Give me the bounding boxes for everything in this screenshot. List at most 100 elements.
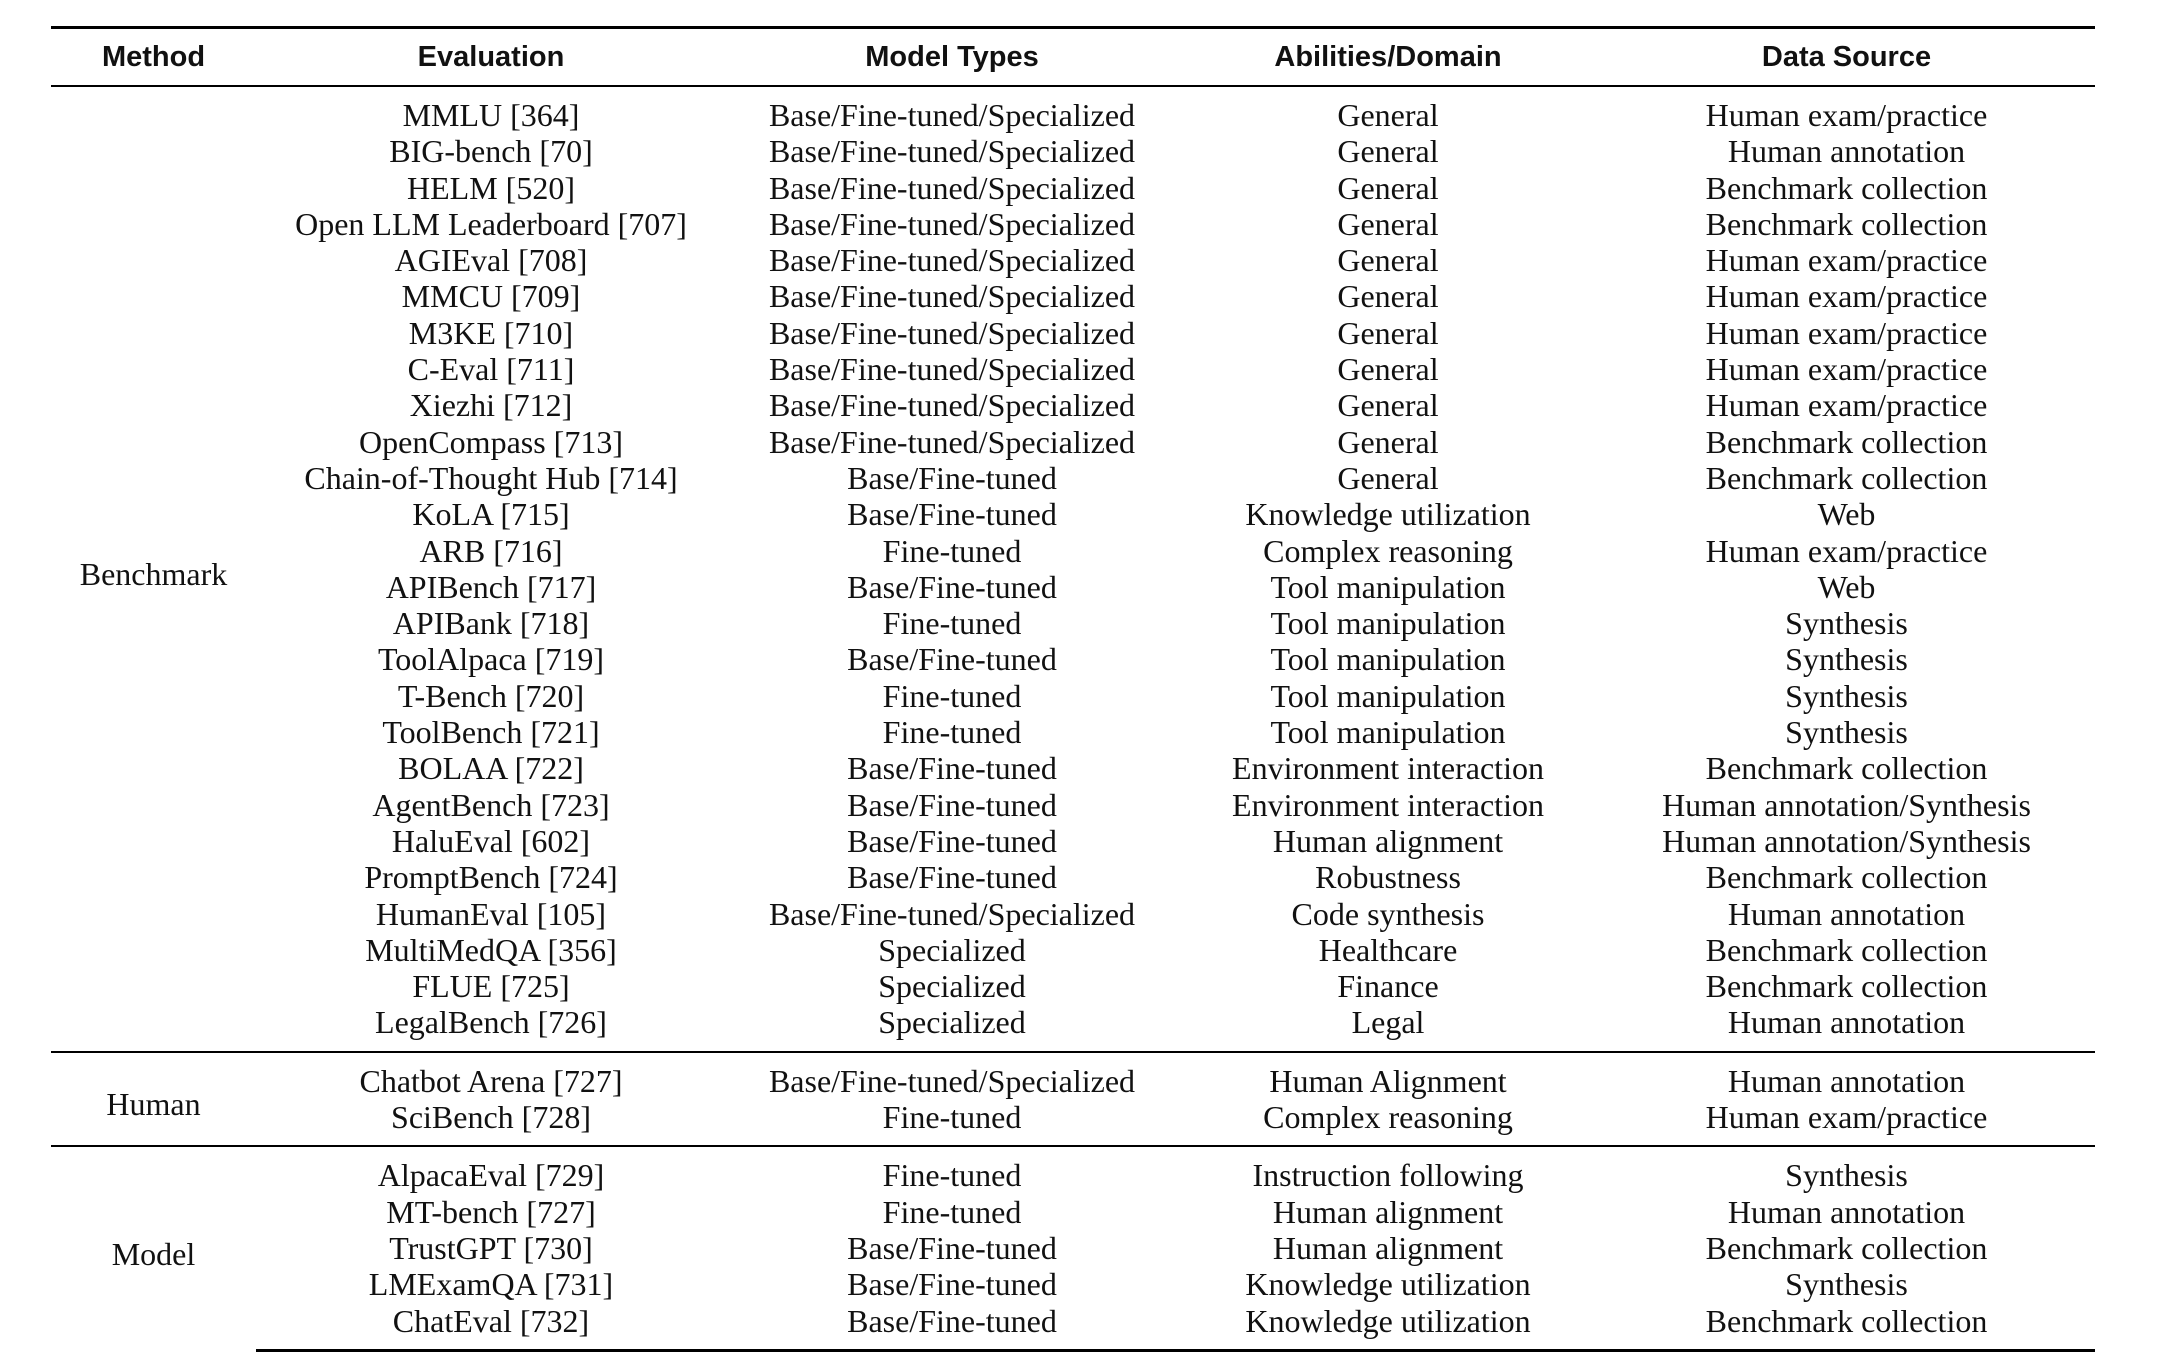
data-source-cell: Human annotation/Synthesis <box>1662 822 2031 859</box>
data-source-cell: Human annotation <box>1598 1050 2095 1100</box>
abilities-cell: General <box>1337 387 1439 424</box>
abilities-cell: General <box>1337 351 1439 388</box>
header-abilities: Abilities/Domain <box>1178 26 1598 87</box>
table-row: M3KE [710] Base/Fine-tuned/Specialized Gen… <box>51 315 2095 351</box>
abilities-cell: Tool manipulation <box>1270 641 1506 678</box>
table-row: ToolBench [721] Fine-tuned Tool manipulati… <box>51 714 2095 750</box>
model-types-cell: Fine-tuned <box>882 1193 1022 1230</box>
evaluation-cell: APIBank [718] <box>392 605 590 642</box>
evaluation-cell: FLUE [725] <box>412 968 570 1005</box>
evaluation-cell: HELM [520] <box>407 169 575 206</box>
data-source-cell: Synthesis <box>1785 1266 1908 1303</box>
table-row: Human Chatbot Arena [727] Base/Fine-tuned/… <box>51 1050 2095 1147</box>
header-row: Method Evaluation Model Types Abilities/… <box>51 26 2095 87</box>
table-row: HaluEval [602] Base/Fine-tuned Human align… <box>51 823 2095 859</box>
table-group-human: Human Chatbot Arena [727] Base/Fine-tuned/… <box>51 1050 2095 1147</box>
abilities-cell: Robustness <box>1315 859 1461 896</box>
data-source-cell: Benchmark collection <box>1705 459 1988 496</box>
table-group-model: Model AlpacaEval [729] Fine-tuned Instructi… <box>51 1145 2095 1352</box>
table-row: APIBank [718] Fine-tuned Tool manipulation… <box>51 605 2095 641</box>
evaluation-cell: SciBench [728] <box>391 1099 591 1136</box>
model-types-cell: Base/Fine-tuned/Specialized <box>768 895 1136 932</box>
evaluation-cell: ToolBench [721] <box>382 714 600 751</box>
table-group-benchmark: Benchmark MMLU [364] Base/Fine-tuned/Speci… <box>51 86 2095 1052</box>
evaluation-cell: MT-bench [727] <box>386 1193 596 1230</box>
data-source-cell: Benchmark collection <box>1705 205 1988 242</box>
evaluation-cell: BOLAA [722] <box>398 750 584 787</box>
table-row: T-Bench [720] Fine-tuned Tool manipulation… <box>51 678 2095 714</box>
evaluation-table-container: Method Evaluation Model Types Abilities/… <box>51 26 2095 1352</box>
data-source-cell: Web <box>1817 496 1876 533</box>
model-types-cell: Base/Fine-tuned <box>726 1302 1178 1352</box>
abilities-cell: Knowledge utilization <box>1245 496 1531 533</box>
abilities-cell: Knowledge utilization <box>1245 1266 1531 1303</box>
data-source-cell: Benchmark collection <box>1705 1229 1988 1266</box>
abilities-cell: Instruction following <box>1178 1145 1598 1194</box>
abilities-cell: General <box>1337 242 1439 279</box>
abilities-cell: Complex reasoning <box>1263 532 1513 569</box>
data-source-cell: Benchmark collection <box>1705 423 1988 460</box>
model-types-cell: Specialized <box>878 931 1026 968</box>
model-types-cell: Base/Fine-tuned <box>847 786 1057 823</box>
table-row: TrustGPT [730] Base/Fine-tuned Human align… <box>51 1230 2095 1266</box>
evaluation-cell: KoLA [715] <box>412 496 570 533</box>
table-row: Model AlpacaEval [729] Fine-tuned Instructi… <box>51 1145 2095 1351</box>
data-source-cell: Human annotation/Synthesis <box>1662 786 2031 823</box>
table-row: HumanEval [105] Base/Fine-tuned/Specializ… <box>51 896 2095 932</box>
evaluation-cell: TrustGPT [730] <box>389 1229 593 1266</box>
data-source-cell: Synthesis <box>1785 605 1908 642</box>
abilities-cell: Human alignment <box>1272 1193 1504 1230</box>
table-row: Benchmark MMLU [364] Base/Fine-tuned/Speci… <box>51 86 2095 592</box>
abilities-cell: Human alignment <box>1272 822 1504 859</box>
model-types-cell: Base/Fine-tuned <box>847 459 1057 496</box>
table-row: AGIEval [708] Base/Fine-tuned/Specialized… <box>51 242 2095 278</box>
data-source-cell: Human exam/practice <box>1705 314 1988 351</box>
model-types-cell: Base/Fine-tuned <box>847 1229 1057 1266</box>
model-types-cell: Fine-tuned <box>882 605 1022 642</box>
header-method: Method <box>51 26 256 87</box>
abilities-cell: General <box>1337 205 1439 242</box>
data-source-cell: Benchmark collection <box>1705 931 1988 968</box>
table-row: ToolAlpaca [719] Base/Fine-tuned Tool mani… <box>51 641 2095 677</box>
abilities-cell: General <box>1337 133 1439 170</box>
evaluation-cell: OpenCompass [713] <box>359 423 623 460</box>
abilities-cell: Complex reasoning <box>1263 1099 1513 1136</box>
table-row: APIBench [717] Base/Fine-tuned Tool manipu… <box>51 569 2095 605</box>
abilities-cell: General <box>1337 278 1439 315</box>
data-source-cell: Human annotation <box>1727 1004 1966 1041</box>
evaluation-cell: MMCU [709] <box>401 278 581 315</box>
data-source-cell: Benchmark collection <box>1705 859 1988 896</box>
model-types-cell: Specialized <box>878 968 1026 1005</box>
method-cell: Human <box>51 1050 256 1147</box>
abilities-cell: General <box>1337 459 1439 496</box>
abilities-cell: Code synthesis <box>1291 895 1485 932</box>
abilities-cell: Finance <box>1337 968 1439 1005</box>
abilities-cell: Tool manipulation <box>1270 605 1506 642</box>
model-types-cell: Base/Fine-tuned <box>847 750 1057 787</box>
table-row: Xiezhi [712] Base/Fine-tuned/Specialized G… <box>51 387 2095 423</box>
table-row: OpenCompass [713] Base/Fine-tuned/Special… <box>51 424 2095 460</box>
data-source-cell: Web <box>1817 568 1876 605</box>
header-data-source: Data Source <box>1598 26 2095 87</box>
model-types-cell: Base/Fine-tuned/Specialized <box>768 314 1136 351</box>
data-source-cell: Human exam/practice <box>1705 387 1988 424</box>
table-header: Method Evaluation Model Types Abilities/… <box>51 26 2095 87</box>
model-types-cell: Base/Fine-tuned <box>847 568 1057 605</box>
header-model-types: Model Types <box>726 26 1178 87</box>
abilities-cell: Knowledge utilization <box>1178 1302 1598 1352</box>
data-source-cell: Benchmark collection <box>1705 750 1988 787</box>
table-row: LegalBench [726] Specialized Legal Human an… <box>51 1004 2095 1051</box>
table-row: HELM [520] Base/Fine-tuned/Specialized Gen… <box>51 170 2095 206</box>
evaluation-cell: MultiMedQA [356] <box>365 931 617 968</box>
table-row: ARB [716] Fine-tuned Complex reasoning Huma… <box>51 533 2095 569</box>
table-row: MT-bench [727] Fine-tuned Human alignment H… <box>51 1194 2095 1230</box>
data-source-cell: Human annotation <box>1727 895 1966 932</box>
table-row: LMExamQA [731] Base/Fine-tuned Knowledge u… <box>51 1266 2095 1302</box>
table-row: Chain-of-Thought Hub [714] Base/Fine-tune… <box>51 460 2095 496</box>
data-source-cell: Benchmark collection <box>1705 968 1988 1005</box>
model-types-cell: Base/Fine-tuned <box>847 822 1057 859</box>
data-source-cell: Human exam/practice <box>1705 1099 1988 1136</box>
table-row: MMCU [709] Base/Fine-tuned/Specialized Gen… <box>51 278 2095 314</box>
model-types-cell: Base/Fine-tuned/Specialized <box>768 169 1136 206</box>
abilities-cell: Legal <box>1351 1004 1425 1041</box>
